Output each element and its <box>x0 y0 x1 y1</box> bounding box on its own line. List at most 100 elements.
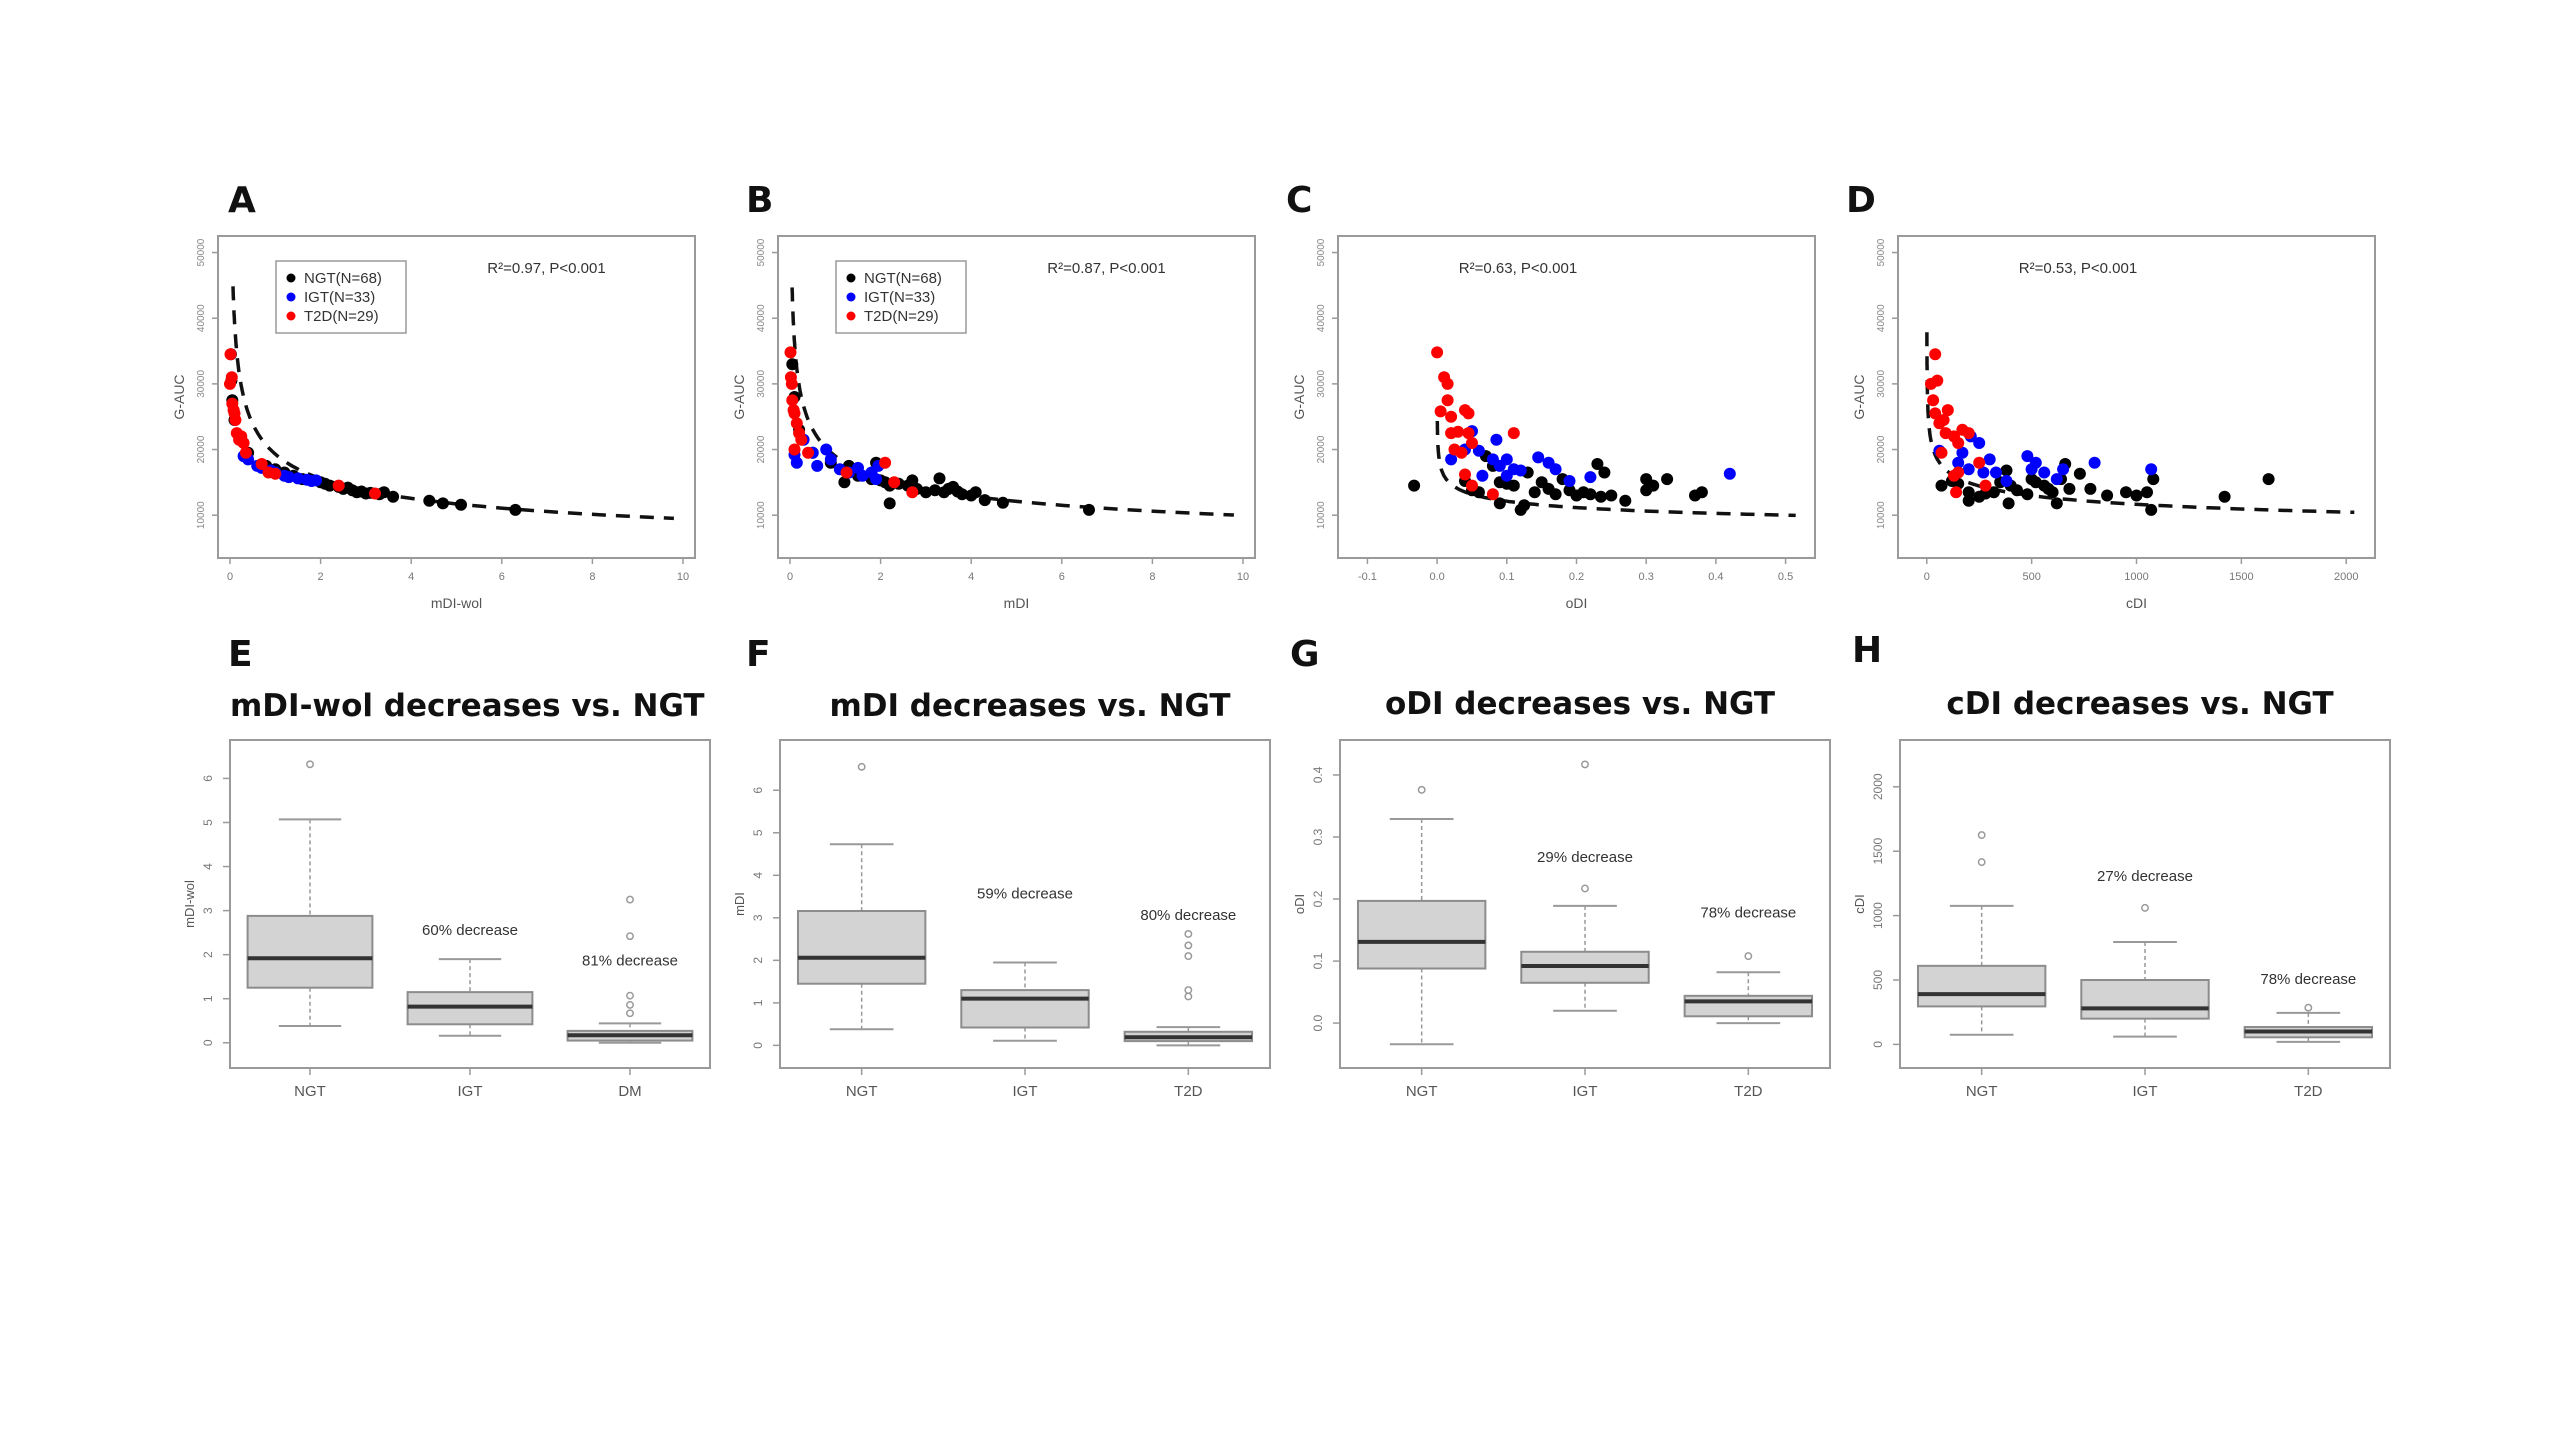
data-point-igt <box>870 473 883 486</box>
data-point-ngt <box>1962 486 1975 499</box>
data-point-ngt <box>1987 486 2000 499</box>
decrease-annotation: 60% decrease <box>422 922 518 939</box>
data-point-igt <box>310 474 323 487</box>
box-chart-f: 0 1 2 3 4 5 6 mDI NGT IGT T2D 59% decrease 80% decre… <box>732 739 1271 1100</box>
x-tick-label: T2D <box>1734 1083 1763 1100</box>
y-tick-label: 30000 <box>756 370 767 398</box>
data-point-igt <box>2057 463 2070 476</box>
plot-frame <box>777 235 1256 559</box>
x-tick-label: 8 <box>589 571 595 583</box>
data-point-igt <box>1962 463 1975 476</box>
y-tick-label: 5 <box>201 819 215 826</box>
y-tick-label: 10000 <box>1316 501 1327 529</box>
data-point-ngt <box>1549 488 1562 501</box>
box-iqr <box>2080 979 2210 1020</box>
decrease-annotation: 78% decrease <box>2260 971 2356 988</box>
data-point-t2d <box>237 437 250 449</box>
x-tick-label: 0.0 <box>1429 571 1444 583</box>
data-point-igt <box>1549 463 1562 476</box>
y-tick-label: 6 <box>751 787 765 794</box>
data-point-t2d <box>1935 446 1948 459</box>
legend-marker <box>846 292 856 302</box>
data-point-igt <box>1723 467 1736 480</box>
scatter-chart-a: 0 2 4 6 8 10 10000 20000 30000 40000 50000 mDI-wol G… <box>171 235 696 611</box>
data-point-igt <box>1563 475 1576 487</box>
data-point-ngt <box>1598 466 1611 479</box>
y-tick-label: 1 <box>751 999 765 1006</box>
x-axis-label: oDI <box>1566 595 1588 611</box>
y-tick-label: 1 <box>201 995 215 1002</box>
x-tick-label: 0.3 <box>1639 571 1654 583</box>
data-point-ngt <box>978 494 991 507</box>
y-tick-label: 50000 <box>756 238 767 266</box>
panel-label-d: D <box>1846 180 1876 221</box>
outlier-point <box>626 895 634 904</box>
data-point-t2d <box>888 476 901 489</box>
outlier-point <box>626 1009 634 1018</box>
data-point-igt <box>2088 456 2101 469</box>
data-point-ngt <box>387 490 400 503</box>
x-tick-label: -0.1 <box>1358 571 1377 583</box>
data-point-igt <box>811 459 824 472</box>
data-point-ngt <box>1594 490 1607 503</box>
data-point-igt <box>1584 471 1597 484</box>
y-tick-label: 30000 <box>1316 370 1327 398</box>
data-point-ngt <box>969 486 982 499</box>
data-point-igt <box>1956 446 1969 459</box>
x-tick-label: 0 <box>787 571 793 583</box>
data-point-t2d <box>788 407 801 420</box>
data-point-ngt <box>1605 489 1618 502</box>
y-tick-label: 3 <box>751 914 765 921</box>
data-point-t2d <box>1929 407 1942 420</box>
data-point-t2d <box>1941 404 1954 417</box>
x-tick-label: DM <box>618 1083 641 1100</box>
data-point-igt <box>1500 453 1513 466</box>
x-axis-label: cDI <box>2126 595 2147 611</box>
panel-label-f: F <box>746 634 771 675</box>
decrease-annotation: 78% decrease <box>1700 905 1796 922</box>
x-tick-label: IGT <box>458 1083 483 1100</box>
y-tick-label: 0.1 <box>1311 952 1325 969</box>
data-point-ngt <box>1518 499 1531 512</box>
data-point-t2d <box>1931 374 1944 387</box>
scatter-chart-c: -0.1 0.0 0.1 0.2 0.3 0.4 0.5 10000 20000 30000 400… <box>1291 235 1816 611</box>
data-point-t2d <box>1466 479 1478 492</box>
data-point-igt <box>1990 466 2002 479</box>
legend-box <box>835 260 967 334</box>
data-point-t2d <box>1952 437 1965 449</box>
outlier-point <box>626 932 634 941</box>
r-squared-annotation: R²=0.53, P<0.001 <box>2019 260 2137 277</box>
y-tick-label: 20000 <box>756 435 767 463</box>
x-tick-label: 1500 <box>2229 571 2253 583</box>
data-point-ngt <box>2101 489 2114 502</box>
panel-label-a: A <box>228 180 256 221</box>
outlier-point <box>306 760 314 769</box>
data-point-igt <box>824 453 837 466</box>
data-point-t2d <box>1973 456 1986 469</box>
panel-label-c: C <box>1286 180 1313 221</box>
x-tick-label: T2D <box>2294 1083 2323 1100</box>
x-tick-label: 0.1 <box>1499 571 1514 583</box>
data-point-t2d <box>1962 427 1975 440</box>
data-point-ngt <box>996 496 1009 509</box>
data-point-igt <box>790 456 803 469</box>
data-point-igt <box>1973 437 1986 449</box>
data-point-ngt <box>2000 464 2013 477</box>
x-tick-label: 4 <box>968 571 974 583</box>
legend-label: IGT(N=33) <box>864 289 935 306</box>
y-tick-label: 2 <box>201 951 215 958</box>
data-point-t2d <box>906 486 919 499</box>
x-tick-label: 6 <box>1059 571 1065 583</box>
scatter-chart-b: 0 2 4 6 8 10 10000 20000 30000 40000 50000 mDI G-AUC… <box>731 235 1256 611</box>
data-point-igt <box>1983 453 1996 466</box>
y-axis-label: oDI <box>1292 894 1307 914</box>
data-point-ngt <box>2011 484 2023 497</box>
data-point-t2d <box>1434 405 1447 418</box>
data-point-ngt <box>1528 486 1541 499</box>
chart-title-e: mDI-wol decreases vs. NGT <box>230 688 705 724</box>
data-point-igt <box>2050 473 2063 486</box>
plot-frame <box>217 235 696 559</box>
data-point-igt <box>1952 456 1965 469</box>
data-point-ngt <box>455 498 467 511</box>
y-tick-label: 0.2 <box>1311 890 1325 907</box>
